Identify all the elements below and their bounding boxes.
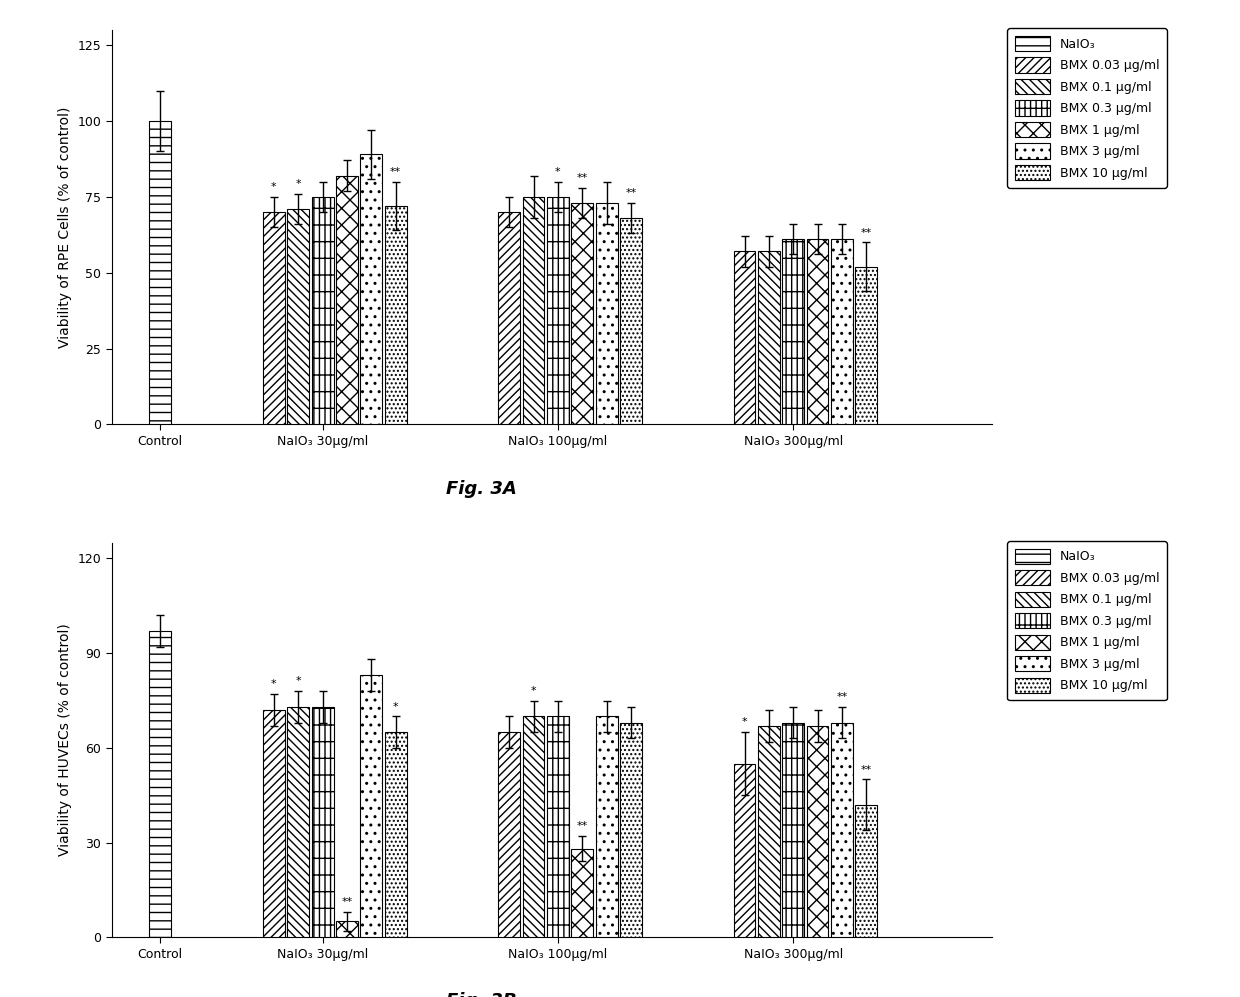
Bar <box>263 212 285 425</box>
Bar <box>263 710 285 937</box>
Bar <box>758 726 780 937</box>
Bar <box>758 251 780 425</box>
Bar <box>782 239 805 425</box>
Bar <box>547 196 569 425</box>
Y-axis label: Viability of HUVECs (% of control): Viability of HUVECs (% of control) <box>58 623 72 856</box>
Bar <box>361 155 382 425</box>
Bar <box>572 848 593 937</box>
Bar <box>522 716 544 937</box>
Bar <box>288 209 309 425</box>
Bar <box>831 723 853 937</box>
Bar <box>620 218 642 425</box>
Bar <box>336 175 358 425</box>
Bar <box>384 206 407 425</box>
Bar <box>831 239 853 425</box>
Text: **: ** <box>625 188 636 198</box>
Bar <box>734 251 755 425</box>
Text: *: * <box>272 680 277 690</box>
Bar <box>856 266 877 425</box>
Bar <box>498 212 520 425</box>
Bar <box>620 723 642 937</box>
Bar <box>856 805 877 937</box>
Text: **: ** <box>341 897 352 907</box>
Text: **: ** <box>389 167 402 177</box>
Text: **: ** <box>861 227 872 237</box>
Bar <box>384 732 407 937</box>
Text: *: * <box>531 686 537 696</box>
Bar <box>149 631 171 937</box>
Bar <box>361 675 382 937</box>
Text: *: * <box>556 167 560 177</box>
Bar <box>806 726 828 937</box>
Bar <box>522 196 544 425</box>
Text: *: * <box>295 676 301 686</box>
Text: *: * <box>295 179 301 189</box>
Bar <box>595 202 618 425</box>
Text: *: * <box>742 717 748 728</box>
Legend: NaIO₃, BMX 0.03 μg/ml, BMX 0.1 μg/ml, BMX 0.3 μg/ml, BMX 1 μg/ml, BMX 3 μg/ml, B: NaIO₃, BMX 0.03 μg/ml, BMX 0.1 μg/ml, BM… <box>1007 28 1167 187</box>
Bar <box>336 921 358 937</box>
Bar <box>547 716 569 937</box>
Text: **: ** <box>577 173 588 183</box>
Text: *: * <box>393 702 398 712</box>
Bar <box>288 707 309 937</box>
Bar <box>734 764 755 937</box>
Text: **: ** <box>861 765 872 775</box>
Text: Fig. 3B: Fig. 3B <box>446 992 517 997</box>
Text: **: ** <box>577 822 588 831</box>
Bar <box>595 716 618 937</box>
Y-axis label: Viability of RPE Cells (% of control): Viability of RPE Cells (% of control) <box>58 107 72 348</box>
Text: *: * <box>272 182 277 192</box>
Bar <box>311 196 334 425</box>
Bar <box>806 239 828 425</box>
Legend: NaIO₃, BMX 0.03 μg/ml, BMX 0.1 μg/ml, BMX 0.3 μg/ml, BMX 1 μg/ml, BMX 3 μg/ml, B: NaIO₃, BMX 0.03 μg/ml, BMX 0.1 μg/ml, BM… <box>1007 541 1167 700</box>
Bar <box>498 732 520 937</box>
Bar <box>782 723 805 937</box>
Text: **: ** <box>836 692 847 702</box>
Bar <box>572 202 593 425</box>
Text: Fig. 3A: Fig. 3A <box>446 480 517 498</box>
Bar <box>149 121 171 425</box>
Bar <box>311 707 334 937</box>
